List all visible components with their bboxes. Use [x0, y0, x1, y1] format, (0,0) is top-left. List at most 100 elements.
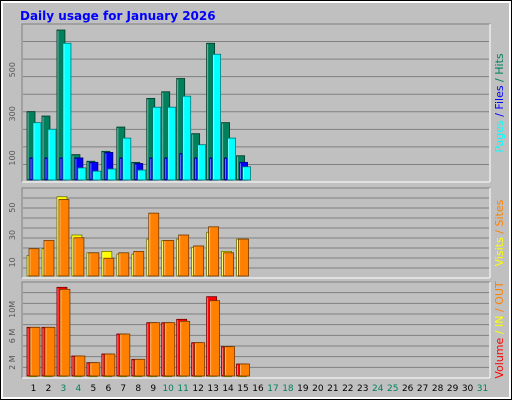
- tick-label: 500: [8, 62, 17, 77]
- day-label: 25: [387, 384, 398, 394]
- day-label: 9: [150, 384, 156, 394]
- legend-entry: /: [493, 113, 506, 120]
- bar-sites-day-7: [118, 252, 130, 277]
- bar-sites-day-4: [73, 237, 85, 277]
- bar-out-day-1: [29, 326, 41, 377]
- series-hits: [26, 29, 245, 181]
- legend-entry: Visits: [493, 237, 506, 266]
- bar-pages-day-10: [167, 106, 177, 181]
- tick-label: 6 M: [8, 329, 17, 344]
- day-label: 8: [135, 384, 141, 394]
- bar-out-day-14: [224, 346, 235, 377]
- day-label: 2: [46, 384, 52, 394]
- day-label: 7: [120, 384, 126, 394]
- panel-visits: 10 30 50 Visits / Sites: [8, 187, 506, 279]
- bar-sites-day-12: [193, 245, 205, 277]
- legend-visits: Visits / Sites: [493, 199, 506, 266]
- tick-label: 10: [8, 257, 17, 267]
- bar-sites-day-11: [178, 234, 190, 277]
- bar-pages-day-8: [137, 169, 147, 181]
- day-label: 17: [267, 384, 278, 394]
- day-label: 24: [372, 384, 384, 394]
- chart-title: Daily usage for January 2026: [20, 9, 216, 23]
- legend-entry: Files: [493, 85, 506, 113]
- day-label: 29: [447, 384, 459, 394]
- day-label: 21: [327, 384, 338, 394]
- legend-hits: Pages / Files / Hits: [493, 53, 506, 153]
- day-label: 30: [462, 384, 474, 394]
- bar-out-day-8: [134, 358, 146, 377]
- legend-entry: /: [493, 230, 506, 237]
- day-label: 26: [402, 384, 414, 394]
- day-labels: 1 2 3 4 5 6 7 8 9 10 11 12 13 14 15 16 17 18 19 20 21 22 23 24 2…: [31, 384, 489, 394]
- day-label: 11: [177, 384, 188, 394]
- series-out: [29, 288, 250, 377]
- bar-pages-day-6: [107, 168, 117, 181]
- day-label: 27: [417, 384, 428, 394]
- bar-pages-day-14: [227, 137, 236, 181]
- bar-pages-day-1: [32, 122, 42, 181]
- tick-label: 50: [8, 203, 17, 213]
- panel-background: [21, 23, 491, 183]
- day-label: 18: [282, 384, 294, 394]
- bar-out-day-4: [74, 355, 86, 377]
- day-label: 14: [222, 384, 234, 394]
- bar-out-day-5: [89, 362, 101, 377]
- bar-pages-day-7: [122, 137, 132, 181]
- day-label: 15: [237, 384, 248, 394]
- bar-sites-day-14: [223, 252, 234, 277]
- bar-out-day-12: [194, 342, 206, 377]
- legend-entry: /: [493, 330, 506, 337]
- panel-hits: 100 300 500 Pages / Files / Hits: [8, 23, 506, 183]
- bar-pages-day-5: [92, 170, 102, 181]
- bar-pages-day-3: [62, 42, 72, 181]
- bar-sites-day-10: [163, 240, 175, 277]
- day-label: 28: [432, 384, 444, 394]
- tick-label: 2 M: [8, 355, 17, 370]
- tick-label: 100: [8, 150, 17, 165]
- bar-out-day-2: [44, 326, 56, 377]
- day-label: 16: [252, 384, 264, 394]
- bar-out-day-10: [164, 322, 176, 377]
- day-label: 22: [342, 384, 353, 394]
- day-label: 12: [192, 384, 203, 394]
- bar-pages-day-4: [77, 167, 87, 181]
- tick-label: 10M: [8, 301, 17, 318]
- bar-out-day-9: [149, 322, 161, 377]
- panel-background: [21, 281, 491, 379]
- bar-pages-day-12: [197, 144, 207, 181]
- bar-sites-day-8: [133, 250, 145, 277]
- tick-label: 300: [8, 106, 17, 121]
- legend-entry: Pages: [493, 120, 506, 153]
- legend-entry: Sites: [493, 199, 506, 230]
- bar-pages-day-9: [152, 106, 162, 181]
- legend-entry: Volume: [493, 337, 506, 378]
- day-label: 10: [162, 384, 174, 394]
- day-label: 19: [297, 384, 309, 394]
- bar-out-day-11: [179, 320, 191, 377]
- day-label: 20: [312, 384, 324, 394]
- bar-sites-day-13: [208, 226, 220, 277]
- day-label: 4: [76, 384, 82, 394]
- bar-sites-day-2: [43, 240, 55, 277]
- bar-pages-day-2: [47, 128, 57, 181]
- bar-pages-day-13: [212, 53, 222, 181]
- bar-out-day-3: [59, 288, 71, 377]
- legend-entry: /: [493, 308, 506, 315]
- day-label: 1: [31, 384, 37, 394]
- bar-pages-day-15: [242, 166, 251, 181]
- day-label: 23: [357, 384, 368, 394]
- panel-volume: 2 M 6 M 10M Volume / IN / OUT: [8, 281, 506, 379]
- bar-sites-day-3: [58, 199, 70, 277]
- bar-pages-day-11: [182, 95, 192, 181]
- legend-entry: OUT: [493, 281, 506, 308]
- legend-volume: Volume / IN / OUT: [493, 281, 506, 379]
- day-label: 31: [477, 384, 488, 394]
- legend-entry: Hits: [493, 53, 506, 78]
- day-label: 3: [61, 384, 67, 394]
- tick-label: 30: [8, 230, 17, 240]
- bar-out-day-13: [209, 300, 221, 377]
- legend-entry: IN: [493, 316, 506, 331]
- legend-entry: /: [493, 78, 506, 85]
